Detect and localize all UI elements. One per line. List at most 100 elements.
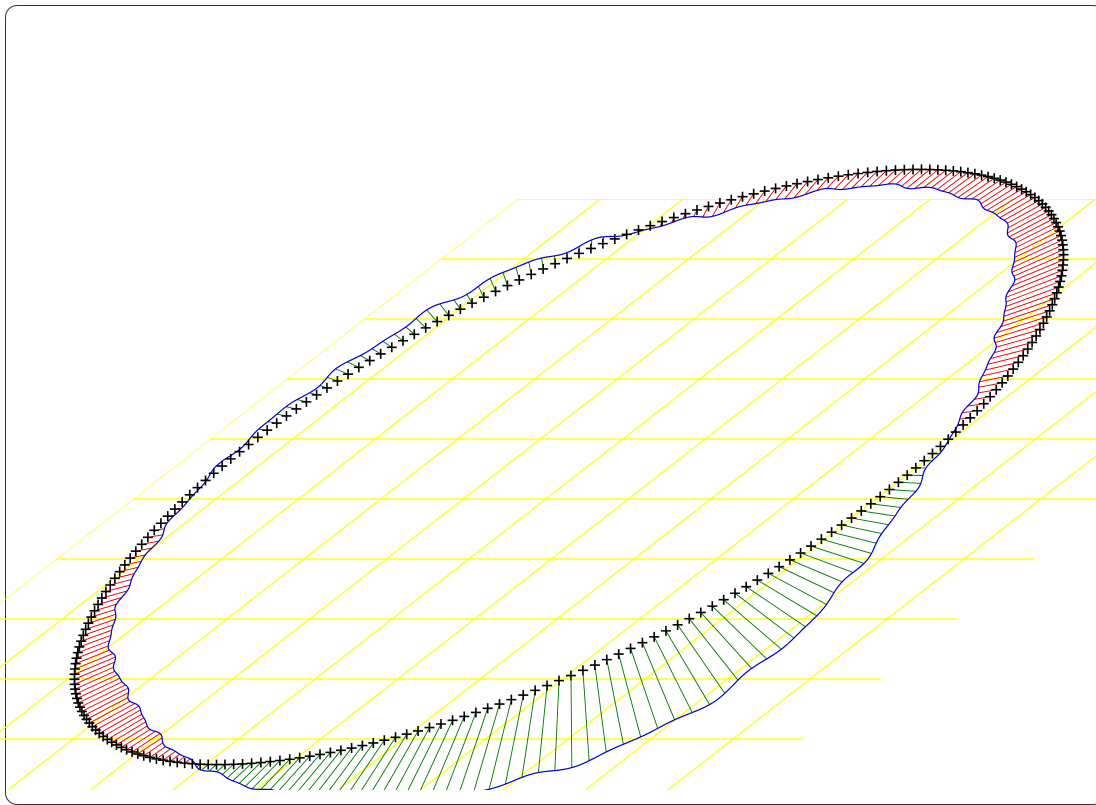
nominal-plus-marker (193, 483, 203, 493)
deviation-hatch-outside (416, 318, 426, 327)
nominal-plus-marker (163, 511, 173, 521)
nominal-plus-marker (781, 181, 791, 191)
nominal-plus-marker (491, 286, 501, 296)
deviation-hatch-inside (177, 757, 185, 763)
deviation-hatch-inside (75, 671, 115, 689)
deviation-hatch-outside (746, 587, 805, 627)
nominal-plus-marker (467, 298, 477, 308)
nominal-plus-marker (972, 406, 982, 416)
nominal-plus-marker (951, 427, 961, 437)
deviation-hatch-inside (972, 180, 1000, 199)
nominal-plus-marker (816, 534, 826, 544)
grid-line-diagonal (904, 199, 1096, 790)
deviation-hatch-outside (478, 286, 483, 297)
deviation-hatch-inside (861, 171, 877, 186)
nominal-plus-marker (741, 582, 751, 592)
nominal-plus-marker (502, 281, 512, 291)
nominal-plus-marker (763, 568, 773, 578)
deviation-hatch-outside (217, 765, 225, 772)
deviation-hatch-inside (170, 754, 180, 761)
deviation-hatch-inside (144, 743, 163, 756)
nominal-plus-marker (185, 490, 195, 500)
nominal-plus-marker (792, 179, 802, 189)
deviation-hatch-outside (583, 670, 589, 760)
grid-line-diagonal (244, 199, 1013, 790)
deviation-hatch-outside (757, 580, 817, 616)
nominal-plus-marker (526, 269, 536, 279)
deviation-hatch-outside (861, 511, 895, 516)
nominal-plus-marker (622, 229, 632, 239)
nominal-plus-marker (634, 225, 644, 235)
nominal-plus-marker (495, 699, 505, 709)
nominal-plus-marker (738, 192, 748, 202)
deviation-hatch-inside (994, 342, 1032, 352)
nominal-plus-marker (137, 539, 147, 549)
nominal-plus-marker (661, 626, 671, 636)
grid-line-diagonal (326, 199, 1095, 790)
nominal-plus-marker (365, 356, 375, 366)
nominal-plus-marker (991, 385, 1001, 395)
nominal-plus-marker (1018, 351, 1028, 361)
nominal-plus-marker (483, 703, 493, 713)
nominal-plus-marker (530, 685, 540, 695)
deviation-hatch-outside (852, 518, 889, 525)
deviation-hatch-inside (990, 349, 1027, 359)
deviation-hatch-inside (84, 693, 128, 716)
nominal-plus-marker (244, 440, 254, 450)
nominal-plus-marker (614, 649, 624, 659)
deviation-hatch-outside (842, 525, 882, 534)
nominal-plus-marker (387, 342, 397, 352)
nominal-plus-marker (965, 413, 975, 423)
deviation-hatch-inside (978, 182, 1006, 200)
nominal-plus-marker (1023, 344, 1033, 354)
deviation-hatch-outside (571, 676, 572, 768)
nominal-plus-marker (390, 732, 400, 742)
nominal-plus-marker (514, 275, 524, 285)
nominal-plus-marker (704, 201, 714, 211)
nominal-plus-marker (281, 411, 291, 421)
nominal-plus-marker (1008, 364, 1018, 374)
nominal-plus-marker (332, 376, 342, 386)
deviation-hatch-inside (949, 174, 975, 193)
nominal-plus-marker (586, 243, 596, 253)
nominal-plus-marker (985, 392, 995, 402)
nominal-plus-marker (105, 580, 115, 590)
nominal-plus-marker (774, 562, 784, 572)
deviation-hatch-inside (987, 189, 1022, 210)
nominal-plus-marker (143, 532, 153, 542)
deviation-hatch-outside (619, 654, 641, 737)
deviation-hatch-inside (1012, 245, 1062, 268)
nominal-plus-marker (610, 234, 620, 244)
deviation-hatch-inside (992, 192, 1026, 213)
deviation-hatch-inside (127, 731, 156, 749)
deviation-hatch-outside (394, 334, 403, 341)
deviation-hatch-outside (631, 648, 658, 728)
deviation-hatch-inside (996, 195, 1030, 215)
nominal-plus-marker (125, 553, 135, 563)
deviation-hatch-outside (654, 637, 692, 713)
deviation-hatch-outside (701, 612, 752, 668)
nominal-plus-marker (598, 239, 608, 249)
nominal-plus-marker (448, 715, 458, 725)
grid-layer (0, 199, 1096, 790)
nominal-plus-marker (170, 504, 180, 514)
nominal-plus-marker (796, 548, 806, 558)
nominal-plus-marker (347, 743, 357, 753)
deviation-hatch-outside (642, 643, 674, 720)
deviation-hatch-outside (209, 765, 217, 771)
deviation-hatch-inside (983, 187, 1017, 208)
deviation-hatch-outside (666, 631, 710, 705)
nominal-plus-marker (590, 660, 600, 670)
nominal-plus-marker (235, 447, 245, 457)
nominal-plus-marker (336, 745, 346, 755)
nominal-plus-marker (726, 195, 736, 205)
deviation-hatch-outside (427, 310, 438, 322)
deviation-hatch-outside (779, 567, 834, 593)
nominal-plus-marker (301, 397, 311, 407)
deviation-hatch-inside (1007, 204, 1042, 223)
nominal-plus-marker (760, 186, 770, 196)
nominal-plus-marker (343, 369, 353, 379)
nominal-plus-marker (692, 205, 702, 215)
deviation-hatch-outside (474, 704, 500, 790)
deviation-hatch-outside (790, 560, 842, 582)
